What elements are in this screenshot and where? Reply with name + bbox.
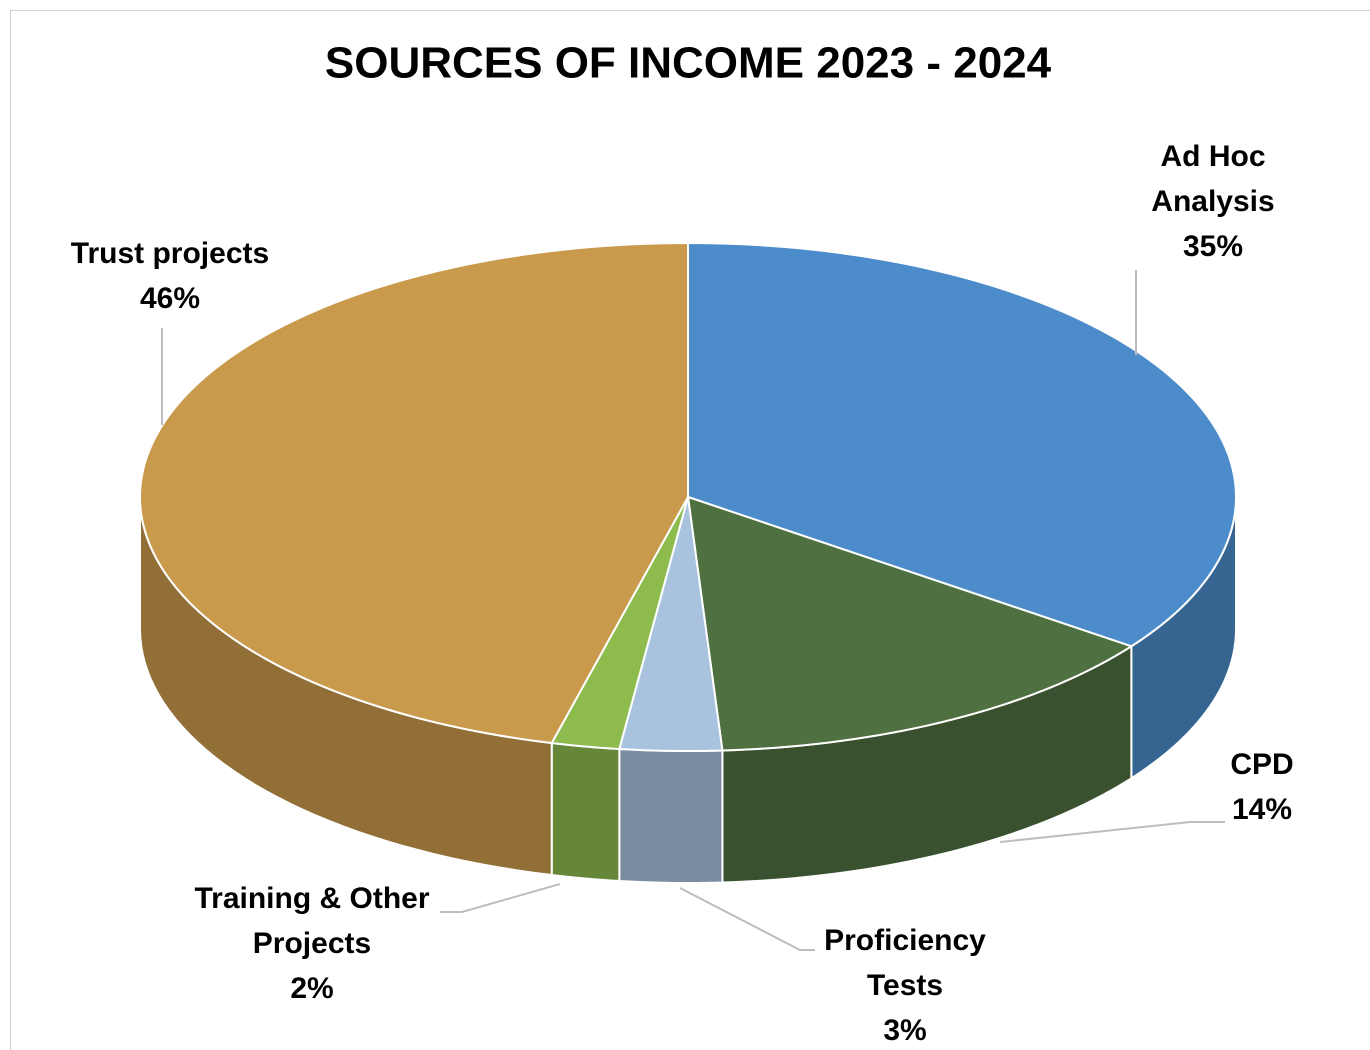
data-label: Proficiency Tests — [824, 924, 986, 1002]
data-label: Training & Other Projects — [194, 882, 429, 960]
slice — [618, 496, 724, 752]
value-label: 14% — [1232, 793, 1292, 826]
slice-side — [550, 741, 621, 883]
value-label: 3% — [883, 1014, 926, 1047]
slice — [686, 495, 1134, 752]
leader-line — [999, 821, 1225, 843]
leader-line — [679, 887, 815, 951]
slice — [687, 241, 1238, 648]
leader-line — [440, 883, 561, 913]
slice — [138, 241, 689, 745]
chart-title: SOURCES OF INCOME 2023 - 2024 — [325, 39, 1052, 88]
slice-side — [618, 747, 724, 885]
data-label: CPD — [1230, 748, 1293, 781]
value-label: 2% — [290, 972, 333, 1005]
value-label: 46% — [140, 282, 200, 315]
data-label: Trust projects — [71, 237, 269, 270]
value-label: 35% — [1183, 230, 1243, 263]
data-label: Ad Hoc Analysis — [1151, 140, 1274, 218]
